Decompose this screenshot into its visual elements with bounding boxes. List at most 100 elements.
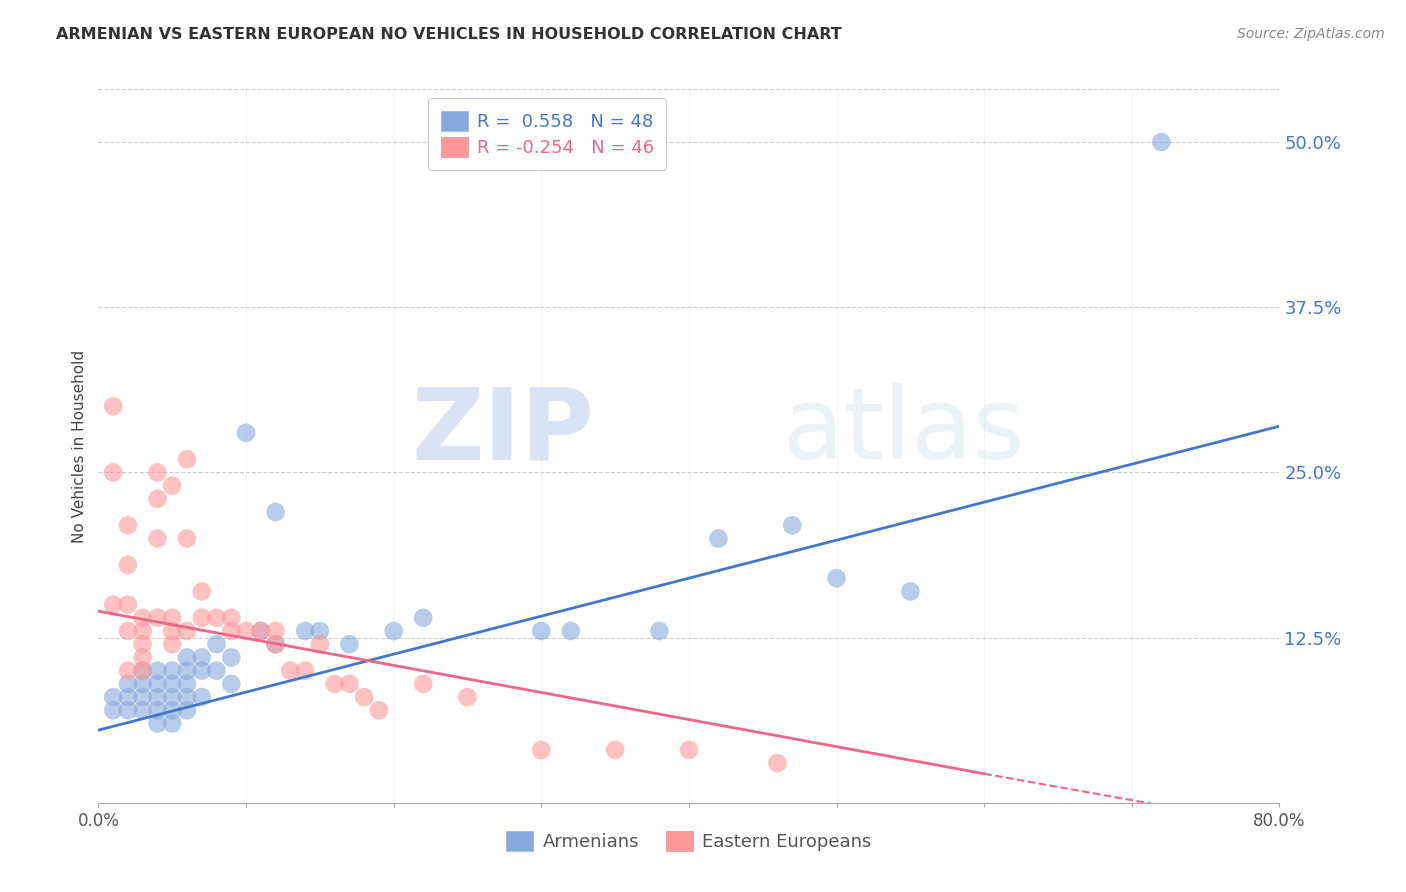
Point xyxy=(176,690,198,704)
Point xyxy=(678,743,700,757)
Point xyxy=(605,743,627,757)
Point xyxy=(707,532,730,546)
Text: ARMENIAN VS EASTERN EUROPEAN NO VEHICLES IN HOUSEHOLD CORRELATION CHART: ARMENIAN VS EASTERN EUROPEAN NO VEHICLES… xyxy=(56,27,842,42)
Point xyxy=(162,637,183,651)
Point xyxy=(264,624,287,638)
Point xyxy=(162,703,183,717)
Point xyxy=(221,611,243,625)
Point xyxy=(530,743,553,757)
Point xyxy=(766,756,789,771)
Point xyxy=(176,664,198,678)
Point xyxy=(280,664,302,678)
Point xyxy=(117,598,139,612)
Point xyxy=(162,624,183,638)
Point xyxy=(132,624,155,638)
Point xyxy=(146,690,169,704)
Point xyxy=(176,650,198,665)
Point xyxy=(176,677,198,691)
Point xyxy=(146,466,169,480)
Point xyxy=(162,716,183,731)
Point xyxy=(103,690,125,704)
Point xyxy=(530,624,553,638)
Point xyxy=(191,611,214,625)
Point xyxy=(162,611,183,625)
Point xyxy=(457,690,479,704)
Point xyxy=(162,677,183,691)
Point xyxy=(309,637,332,651)
Text: Source: ZipAtlas.com: Source: ZipAtlas.com xyxy=(1237,27,1385,41)
Point xyxy=(132,664,155,678)
Point xyxy=(782,518,804,533)
Point xyxy=(103,703,125,717)
Point xyxy=(235,624,257,638)
Point xyxy=(309,624,332,638)
Point xyxy=(103,400,125,414)
Point xyxy=(117,558,139,572)
Point xyxy=(162,478,183,492)
Point xyxy=(250,624,273,638)
Point xyxy=(117,664,139,678)
Point xyxy=(294,624,316,638)
Point xyxy=(146,532,169,546)
Point xyxy=(560,624,582,638)
Point xyxy=(264,637,287,651)
Point xyxy=(146,664,169,678)
Point xyxy=(250,624,273,638)
Point xyxy=(900,584,922,599)
Point xyxy=(235,425,257,440)
Point xyxy=(339,677,361,691)
Point xyxy=(205,664,228,678)
Point xyxy=(103,466,125,480)
Point xyxy=(353,690,375,704)
Point xyxy=(382,624,405,638)
Point xyxy=(117,690,139,704)
Point xyxy=(117,624,139,638)
Point xyxy=(221,624,243,638)
Point xyxy=(205,611,228,625)
Point xyxy=(368,703,391,717)
Point xyxy=(146,716,169,731)
Point xyxy=(146,491,169,506)
Point xyxy=(176,452,198,467)
Point xyxy=(294,664,316,678)
Point xyxy=(648,624,671,638)
Point xyxy=(825,571,848,585)
Point xyxy=(146,677,169,691)
Point xyxy=(191,690,214,704)
Point xyxy=(412,611,434,625)
Text: ZIP: ZIP xyxy=(412,384,595,480)
Point xyxy=(117,677,139,691)
Point xyxy=(132,650,155,665)
Point xyxy=(132,677,155,691)
Point xyxy=(221,650,243,665)
Point xyxy=(132,637,155,651)
Point xyxy=(264,505,287,519)
Y-axis label: No Vehicles in Household: No Vehicles in Household xyxy=(72,350,87,542)
Point xyxy=(323,677,346,691)
Point xyxy=(132,611,155,625)
Point xyxy=(146,703,169,717)
Point xyxy=(117,518,139,533)
Point xyxy=(191,650,214,665)
Text: atlas: atlas xyxy=(783,384,1025,480)
Point xyxy=(132,690,155,704)
Point xyxy=(176,703,198,717)
Point xyxy=(132,664,155,678)
Point xyxy=(205,637,228,651)
Point xyxy=(146,611,169,625)
Point xyxy=(339,637,361,651)
Point xyxy=(176,532,198,546)
Point xyxy=(117,703,139,717)
Point xyxy=(221,677,243,691)
Point xyxy=(191,664,214,678)
Legend: Armenians, Eastern Europeans: Armenians, Eastern Europeans xyxy=(499,823,879,858)
Point xyxy=(412,677,434,691)
Point xyxy=(162,690,183,704)
Point xyxy=(162,664,183,678)
Point xyxy=(176,624,198,638)
Point xyxy=(103,598,125,612)
Point xyxy=(1150,135,1173,149)
Point xyxy=(191,584,214,599)
Point xyxy=(132,703,155,717)
Point xyxy=(264,637,287,651)
